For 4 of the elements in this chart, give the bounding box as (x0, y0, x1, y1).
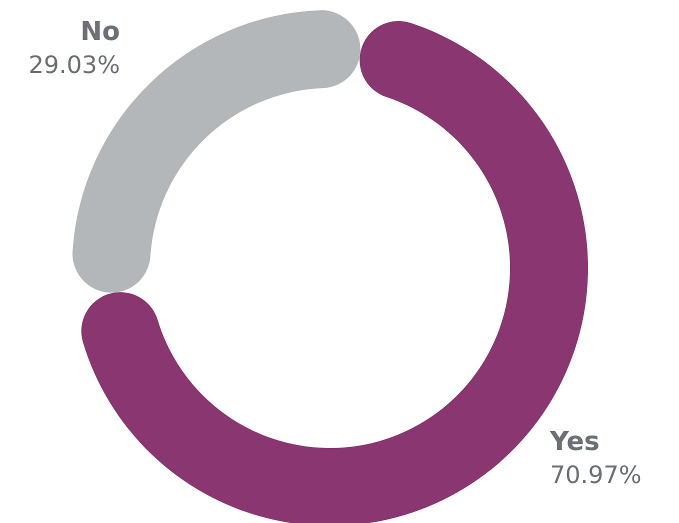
slice-label: No (80, 17, 120, 47)
slice-label: Yes (549, 427, 600, 457)
data-label: 29.03% (28, 51, 120, 79)
data-label: 70.97% (550, 461, 642, 489)
